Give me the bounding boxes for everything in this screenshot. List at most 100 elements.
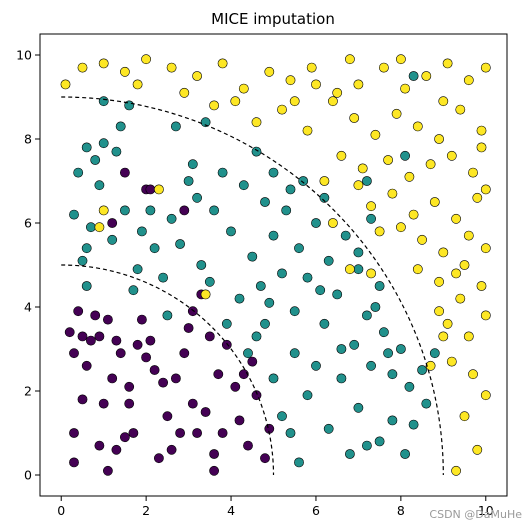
scatter-point xyxy=(77,394,88,405)
chart-marks xyxy=(60,54,491,476)
scatter-point xyxy=(472,444,483,455)
scatter-point xyxy=(323,255,334,266)
scatter-point xyxy=(311,360,321,371)
x-tick-label: 2 xyxy=(142,503,150,518)
scatter-point xyxy=(86,335,96,346)
scatter-point xyxy=(332,289,343,300)
scatter-point xyxy=(120,205,130,216)
scatter-point xyxy=(98,398,109,409)
scatter-point xyxy=(306,62,317,73)
scatter-point xyxy=(353,264,364,275)
scatter-point xyxy=(340,230,351,241)
scatter-point xyxy=(302,390,313,401)
scatter-point xyxy=(476,142,487,153)
scatter-point xyxy=(124,398,135,409)
scatter-point xyxy=(153,453,164,464)
scatter-point xyxy=(69,209,79,220)
scatter-point xyxy=(459,411,470,422)
scatter-point xyxy=(277,411,287,422)
scatter-point xyxy=(446,356,457,367)
scatter-point xyxy=(136,314,147,325)
chart-axes: 0 2 4 6 8 10 0 2 4 6 8 10 xyxy=(16,48,494,519)
scatter-point xyxy=(230,96,241,107)
scatter-point xyxy=(319,176,330,186)
scatter-point xyxy=(77,255,88,266)
scatter-point xyxy=(294,457,304,468)
scatter-point xyxy=(353,247,364,258)
scatter-point xyxy=(238,369,249,380)
scatter-point xyxy=(128,428,139,438)
scatter-point xyxy=(429,348,440,359)
scatter-point xyxy=(247,251,258,262)
scatter-point xyxy=(73,167,84,178)
scatter-point xyxy=(107,373,118,384)
scatter-point xyxy=(425,360,436,371)
scatter-point xyxy=(421,71,432,81)
scatter-point xyxy=(353,402,364,413)
scatter-point xyxy=(243,348,253,359)
scatter-point xyxy=(264,297,275,308)
x-tick-label: 8 xyxy=(397,503,405,518)
scatter-point xyxy=(357,163,368,174)
y-tick-label: 6 xyxy=(24,216,32,231)
y-tick-label: 8 xyxy=(24,132,32,147)
scatter-point xyxy=(378,327,389,338)
scatter-point xyxy=(336,373,347,384)
chart-title: MICE imputation xyxy=(211,10,335,28)
scatter-point xyxy=(243,440,253,451)
scatter-point xyxy=(251,117,262,128)
scatter-point xyxy=(196,260,207,270)
scatter-point xyxy=(374,436,385,447)
scatter-point xyxy=(370,129,381,140)
scatter-point xyxy=(472,192,483,203)
scatter-point xyxy=(438,331,449,342)
scatter-point xyxy=(132,339,143,350)
scatter-point xyxy=(451,268,461,279)
scatter-point xyxy=(77,331,88,342)
scatter-point xyxy=(162,310,173,321)
scatter-point xyxy=(438,247,449,258)
scatter-point xyxy=(387,415,398,426)
scatter-point xyxy=(81,243,92,254)
scatter-point xyxy=(221,318,232,329)
scatter-point xyxy=(387,188,398,199)
scatter-point xyxy=(153,184,164,195)
scatter-point xyxy=(353,79,364,90)
scatter-point xyxy=(141,54,151,65)
scatter-point xyxy=(344,449,355,459)
scatter-point xyxy=(103,314,113,325)
scatter-point xyxy=(166,213,177,224)
scatter-point xyxy=(476,281,487,291)
scatter-point xyxy=(434,276,444,287)
x-tick-label: 10 xyxy=(478,503,494,518)
scatter-point xyxy=(400,83,410,94)
scatter-point xyxy=(145,184,156,195)
scatter-point xyxy=(204,331,215,342)
scatter-point xyxy=(361,176,372,186)
scatter-point xyxy=(408,71,419,81)
scatter-point xyxy=(149,365,160,375)
scatter-point xyxy=(179,87,190,98)
scatter-point xyxy=(136,226,147,237)
scatter-point xyxy=(327,96,338,107)
scatter-point xyxy=(442,58,453,69)
scatter-point xyxy=(64,327,75,338)
scatter-point xyxy=(404,381,415,392)
scatter-point xyxy=(349,339,360,350)
scatter-point xyxy=(238,83,249,94)
scatter-point xyxy=(170,121,181,132)
scatter-point xyxy=(81,281,92,291)
scatter-point xyxy=(480,243,491,254)
scatter-point xyxy=(374,281,385,291)
scatter-point xyxy=(69,428,79,438)
scatter-point xyxy=(209,465,219,476)
scatter-point xyxy=(132,264,143,275)
scatter-point xyxy=(387,369,398,380)
scatter-point xyxy=(175,428,185,438)
scatter-point xyxy=(463,75,474,86)
scatter-point xyxy=(221,339,232,350)
scatter-point xyxy=(98,205,109,216)
scatter-point xyxy=(111,335,122,346)
scatter-point xyxy=(289,306,300,317)
